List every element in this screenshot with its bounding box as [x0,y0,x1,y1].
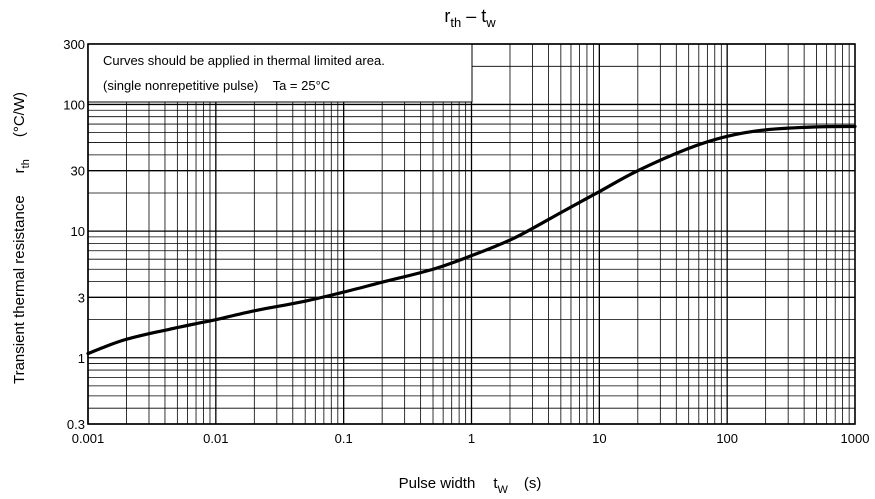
x-tick-label: 1 [468,431,475,446]
plot-frame [87,43,856,425]
y-tick-label: 0.3 [67,417,85,432]
annotation-line-2: (single nonrepetitive pulse) Ta = 25°C [103,78,330,93]
y-tick-label: 3 [78,290,85,305]
x-tick-label: 1000 [841,431,870,446]
grid [87,43,855,425]
x-tick-label: 10 [592,431,606,446]
y-tick-label: 30 [71,164,85,179]
x-axis-label: Pulse width tW (s) [399,475,542,496]
annotation-box [87,43,473,103]
annotation-line-1: Curves should be applied in thermal limi… [103,53,385,68]
x-tick-label: 0.1 [335,431,353,446]
x-tick-label: 100 [716,431,738,446]
y-tick-label: 300 [63,37,85,52]
y-tick-label: 1 [78,351,85,366]
x-tick-label: 0.01 [203,431,228,446]
x-tick-label: 0.001 [72,431,105,446]
tick-labels: 0.001 0.01 0.1 1 10 100 1000 0.3 1 3 10 30 100 300 [63,37,869,446]
thermal-resistance-curve [86,124,857,356]
y-tick-label: 10 [71,224,85,239]
y-axis-label: Transient thermal resistancerth(°C/W) [11,92,32,384]
y-tick-label: 100 [63,97,85,112]
chart-title: rth – tw [444,6,496,30]
